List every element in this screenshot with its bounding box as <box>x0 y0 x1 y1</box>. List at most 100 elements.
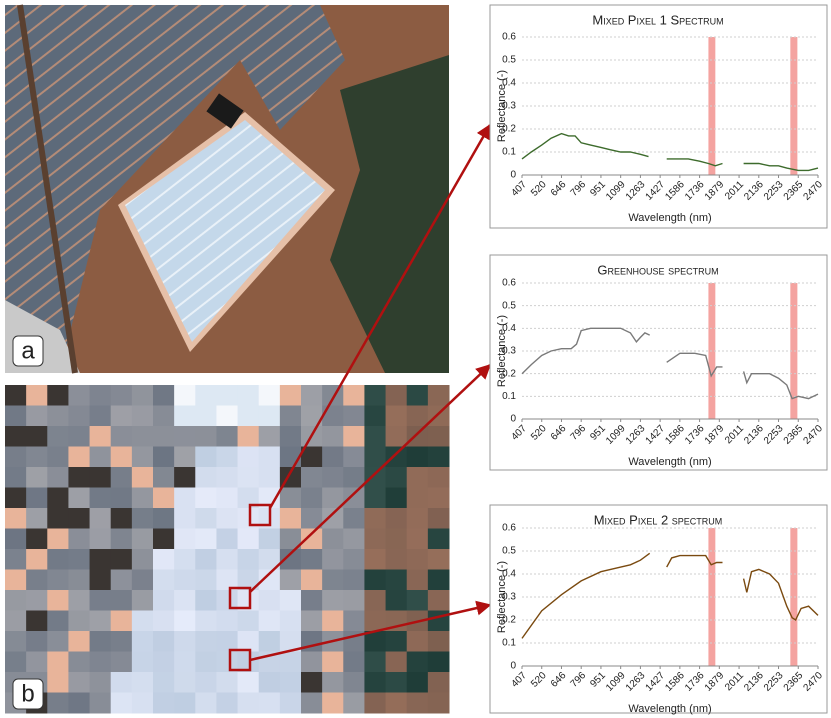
y-tick-label: 0.1 <box>502 638 516 649</box>
pixel <box>386 406 408 427</box>
pixel <box>90 508 112 529</box>
pixel <box>5 652 27 673</box>
pixel <box>132 570 154 591</box>
pixel <box>301 549 323 570</box>
pixel <box>216 672 238 693</box>
pixel <box>238 467 260 488</box>
pixel <box>47 693 69 714</box>
pixel <box>238 672 260 693</box>
y-tick-label: 0.6 <box>502 32 516 43</box>
pixel <box>68 508 90 529</box>
pixel <box>301 385 323 406</box>
pixel <box>68 590 90 611</box>
pixel <box>111 672 133 693</box>
pixel <box>301 693 323 714</box>
pixel <box>90 549 112 570</box>
pixel <box>343 590 365 611</box>
pixel <box>132 590 154 611</box>
pixel <box>90 652 112 673</box>
pixel <box>407 570 429 591</box>
pixel <box>111 529 133 550</box>
pixel <box>343 652 365 673</box>
pixel <box>364 590 386 611</box>
pixel <box>111 590 133 611</box>
pixel <box>428 447 450 468</box>
pixel <box>5 529 27 550</box>
pixel <box>90 426 112 447</box>
chart-title: Greenhouse spectrum <box>597 262 718 277</box>
pixel <box>132 672 154 693</box>
pixel <box>407 631 429 652</box>
pixel <box>364 570 386 591</box>
pixel <box>47 590 69 611</box>
pixel <box>195 447 217 468</box>
pixel <box>195 570 217 591</box>
pixel <box>47 488 69 509</box>
pixel <box>90 570 112 591</box>
pixel <box>47 426 69 447</box>
pixel <box>68 467 90 488</box>
pixel <box>386 570 408 591</box>
y-tick-label: 0.6 <box>502 278 516 289</box>
pixel <box>280 672 302 693</box>
pixel <box>153 406 175 427</box>
pixel <box>26 447 48 468</box>
pixel <box>343 385 365 406</box>
pixel <box>111 611 133 632</box>
pixel <box>68 529 90 550</box>
pixel <box>428 652 450 673</box>
pixel <box>26 529 48 550</box>
pixel <box>111 631 133 652</box>
pixel <box>322 508 344 529</box>
pixel <box>364 672 386 693</box>
pixel <box>407 652 429 673</box>
pixel <box>301 652 323 673</box>
pixel <box>5 508 27 529</box>
pixel <box>132 467 154 488</box>
pixel <box>322 652 344 673</box>
pixel <box>111 570 133 591</box>
pixel <box>238 447 260 468</box>
pixel <box>195 611 217 632</box>
pixel <box>5 426 27 447</box>
pixel <box>428 672 450 693</box>
pixel <box>428 590 450 611</box>
pixel <box>280 611 302 632</box>
pixel <box>386 447 408 468</box>
pixel <box>343 447 365 468</box>
y-tick-label: 0 <box>510 170 516 181</box>
pixel <box>5 447 27 468</box>
pixel <box>238 426 260 447</box>
pixel <box>111 447 133 468</box>
pixel <box>111 488 133 509</box>
pixel <box>132 385 154 406</box>
pixel <box>68 631 90 652</box>
x-axis-label: Wavelength (nm) <box>628 212 711 224</box>
pixel <box>216 508 238 529</box>
pixel <box>90 529 112 550</box>
pixel <box>195 672 217 693</box>
pixel <box>238 529 260 550</box>
pixel <box>47 652 69 673</box>
pixel <box>90 590 112 611</box>
pixel <box>132 447 154 468</box>
pixel <box>343 611 365 632</box>
panel-label: b <box>21 680 34 707</box>
pixel <box>238 693 260 714</box>
figure: a b Mixed Pixel 1 Spectrum00.10.20.30.40… <box>0 0 831 718</box>
panel-label-b: b <box>13 679 43 709</box>
pixel <box>111 508 133 529</box>
pixel <box>153 508 175 529</box>
pixel <box>301 570 323 591</box>
y-tick-label: 0.1 <box>502 391 516 402</box>
chart: Greenhouse spectrum00.10.20.30.40.50.640… <box>490 255 827 470</box>
x-axis-label: Wavelength (nm) <box>628 703 711 715</box>
pixel <box>174 426 196 447</box>
pixel <box>428 488 450 509</box>
pixel <box>174 693 196 714</box>
y-tick-label: 0.5 <box>502 55 516 66</box>
pixel <box>343 570 365 591</box>
panel-label-a: a <box>13 336 43 366</box>
pixel <box>343 406 365 427</box>
pixel <box>195 652 217 673</box>
